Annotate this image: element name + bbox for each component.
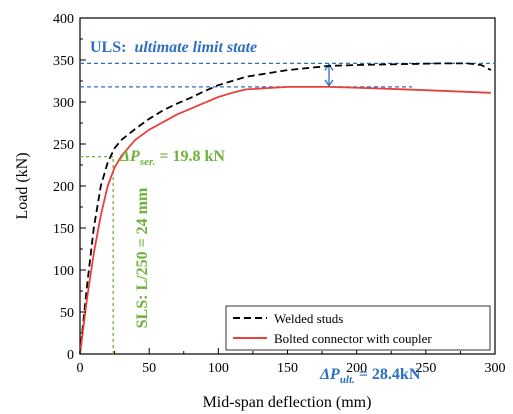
delta-ser-value: = 19.8 kN [155, 148, 225, 165]
y-tick-label: 150 [53, 222, 74, 237]
x-tick-label: 200 [346, 361, 367, 376]
y-tick-label: 100 [53, 264, 74, 279]
delta-ult-arrowhead-bottom [324, 79, 334, 88]
y-axis: 0 50 100 150 200 250 300 350 400 [53, 12, 86, 363]
y-tick-label: 200 [53, 180, 74, 195]
x-tick-label: 150 [277, 361, 298, 376]
delta-ult-annotation: ΔPult. = 28.4kN [319, 366, 421, 386]
delta-ult-value: = 28.4kN [355, 366, 421, 383]
x-tick-label: 0 [77, 361, 84, 376]
delta-ult-subscript: ult. [340, 374, 355, 386]
x-axis: 0 50 100 150 200 250 300 [77, 348, 506, 376]
x-tick-label: 100 [208, 361, 229, 376]
uls-label: ULS: [90, 39, 126, 56]
uls-annotation: ULS: ultimate limit state [90, 39, 257, 56]
y-tick-label: 350 [53, 54, 74, 69]
x-tick-label: 300 [485, 361, 506, 376]
x-axis-title: Mid-span deflection (mm) [203, 394, 372, 411]
y-tick-label: 0 [67, 348, 74, 363]
uls-description: ultimate limit state [134, 39, 257, 56]
delta-ser-symbol: ΔP [119, 148, 140, 165]
delta-ser-annotation: ΔPser. = 19.8 kN [119, 148, 225, 168]
legend-box [225, 305, 491, 351]
y-axis-title: Load (kN) [14, 152, 31, 219]
x-tick-label: 250 [415, 361, 436, 376]
delta-ult-arrowhead-top [324, 63, 334, 71]
y-tick-label: 400 [53, 12, 74, 27]
delta-ult-symbol: ΔP [319, 366, 340, 383]
x-tick-label: 50 [142, 361, 156, 376]
delta-ser-subscript: ser. [139, 156, 156, 168]
legend-label-bolted-connector: Bolted connector with coupler [274, 331, 432, 346]
y-tick-label: 300 [53, 96, 74, 111]
series-layer [79, 62, 492, 355]
sls-annotation: SLS: L/250 = 24 mm [134, 187, 151, 328]
legend-label-welded-studs: Welded studs [274, 311, 343, 326]
y-tick-label: 250 [53, 138, 74, 153]
series-line-0 [79, 62, 492, 355]
y-tick-label: 50 [60, 306, 74, 321]
legend: Welded studs Bolted connector with coupl… [225, 305, 491, 351]
series-line-1 [79, 86, 491, 355]
